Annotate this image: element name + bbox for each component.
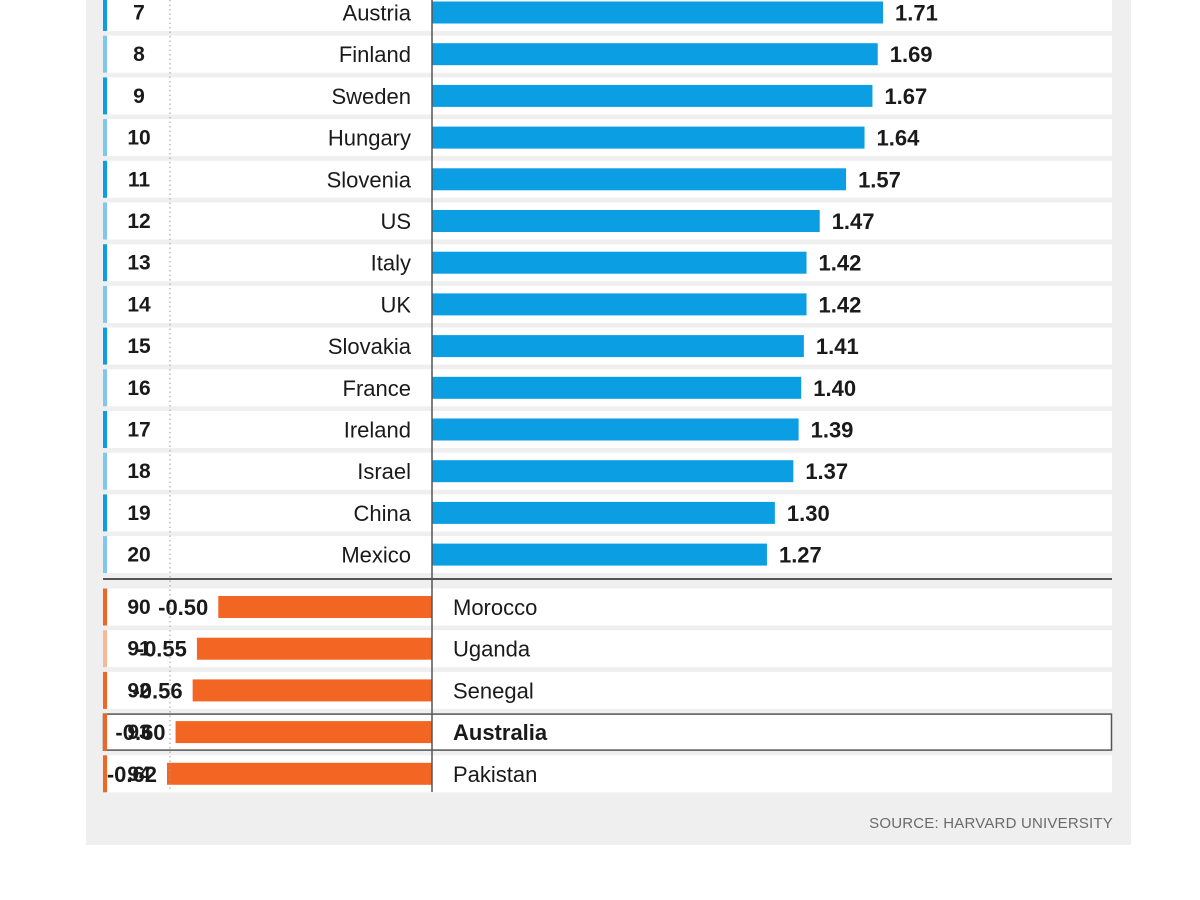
source-note: SOURCE: HARVARD UNIVERSITY — [869, 815, 1113, 832]
bar-finland — [432, 43, 878, 66]
country-label: Finland — [339, 42, 411, 67]
labels: 7 Austria 1.71 8 Finland 1.69 9 Sweden 1.67 10 Hun… — [107, 0, 938, 792]
value-label: 1.71 — [895, 1, 938, 26]
rank-label: 91 — [127, 638, 151, 661]
value-label: 1.39 — [811, 418, 854, 443]
rank-label: 18 — [127, 460, 151, 483]
rank-label: 16 — [127, 377, 150, 400]
row-marker — [103, 35, 107, 73]
rank-label: 13 — [127, 252, 150, 275]
row-marker — [103, 671, 107, 709]
bar-italy — [432, 251, 807, 274]
value-label: -0.56 — [132, 678, 182, 703]
row-marker — [103, 285, 107, 323]
row-marker — [103, 713, 107, 751]
bar-us — [432, 210, 820, 232]
value-label: 1.41 — [816, 334, 859, 359]
rank-label: 14 — [127, 293, 151, 316]
value-label: 1.67 — [884, 84, 927, 109]
rank-label: 20 — [127, 544, 150, 567]
bar-pakistan — [167, 762, 432, 785]
bar-austria — [432, 1, 883, 24]
value-label: 1.40 — [813, 376, 856, 401]
value-label: 1.64 — [877, 126, 921, 151]
bar-mexico — [432, 543, 767, 566]
country-label: Israel — [357, 459, 411, 484]
row-marker — [103, 244, 107, 282]
row-marker — [103, 755, 107, 793]
country-label: Slovenia — [327, 167, 412, 192]
country-label: Italy — [371, 251, 411, 276]
country-label: China — [354, 501, 412, 526]
value-label: 1.47 — [832, 209, 875, 234]
country-label: Austria — [343, 1, 412, 26]
rank-label: 8 — [133, 43, 145, 66]
rank-label: 94 — [127, 763, 151, 786]
country-label: Slovakia — [328, 334, 412, 359]
row-marker — [103, 369, 107, 407]
country-label: UK — [380, 292, 411, 317]
value-label: -0.60 — [115, 720, 165, 745]
rank-label: 17 — [127, 419, 150, 442]
row-marker — [103, 202, 107, 240]
value-label: 1.42 — [819, 251, 862, 276]
row-marker — [103, 160, 107, 198]
value-label: 1.42 — [819, 292, 862, 317]
country-label: Uganda — [453, 637, 531, 662]
bar-slovenia — [432, 168, 847, 191]
bar-morocco — [218, 596, 432, 618]
bar-uganda — [196, 637, 432, 660]
bar-israel — [432, 460, 794, 483]
value-label: 1.37 — [805, 459, 848, 484]
bar-slovakia — [432, 335, 804, 358]
country-label: France — [343, 376, 411, 401]
bar-sweden — [432, 84, 873, 107]
bars — [167, 1, 883, 785]
country-label: Sweden — [331, 84, 411, 109]
country-label: Mexico — [341, 543, 411, 568]
value-label: -0.62 — [107, 762, 157, 787]
rank-label: 9 — [133, 85, 145, 108]
row-marker — [103, 411, 107, 448]
rank-label: 12 — [127, 210, 150, 233]
bar-ireland — [432, 418, 799, 441]
row-marker — [103, 630, 107, 668]
row-marker — [103, 494, 107, 532]
bar-senegal — [192, 679, 432, 702]
country-label: Ireland — [344, 418, 411, 443]
bar-uk — [432, 293, 807, 316]
country-label: Pakistan — [453, 762, 537, 787]
rank-label: 93 — [127, 721, 150, 744]
country-label: Hungary — [328, 126, 411, 151]
country-label: Senegal — [453, 678, 534, 703]
rank-label: 7 — [133, 2, 145, 25]
row-marker — [103, 536, 107, 574]
value-label: -0.50 — [158, 595, 208, 620]
value-label: 1.27 — [779, 543, 822, 568]
row-marker — [103, 452, 107, 490]
row-marker — [103, 77, 107, 115]
row-marker — [103, 119, 107, 157]
bar-australia — [175, 721, 432, 744]
rank-label: 90 — [127, 596, 150, 619]
row-marker — [103, 327, 107, 365]
bar-china — [432, 501, 775, 524]
row-marker — [103, 0, 107, 31]
value-label: 1.57 — [858, 167, 901, 192]
row-marker — [103, 588, 107, 626]
value-label: -0.55 — [137, 637, 187, 662]
rank-label: 15 — [127, 335, 151, 358]
value-label: 1.69 — [890, 42, 933, 67]
rank-label: 92 — [127, 679, 150, 702]
country-label: US — [380, 209, 411, 234]
bar-france — [432, 376, 802, 399]
country-label: Australia — [453, 720, 548, 745]
country-label: Morocco — [453, 595, 537, 620]
bar-hungary — [432, 126, 865, 149]
rank-label: 10 — [127, 127, 150, 150]
value-label: 1.30 — [787, 501, 830, 526]
rank-label: 19 — [127, 502, 150, 525]
rank-label: 11 — [128, 168, 151, 191]
